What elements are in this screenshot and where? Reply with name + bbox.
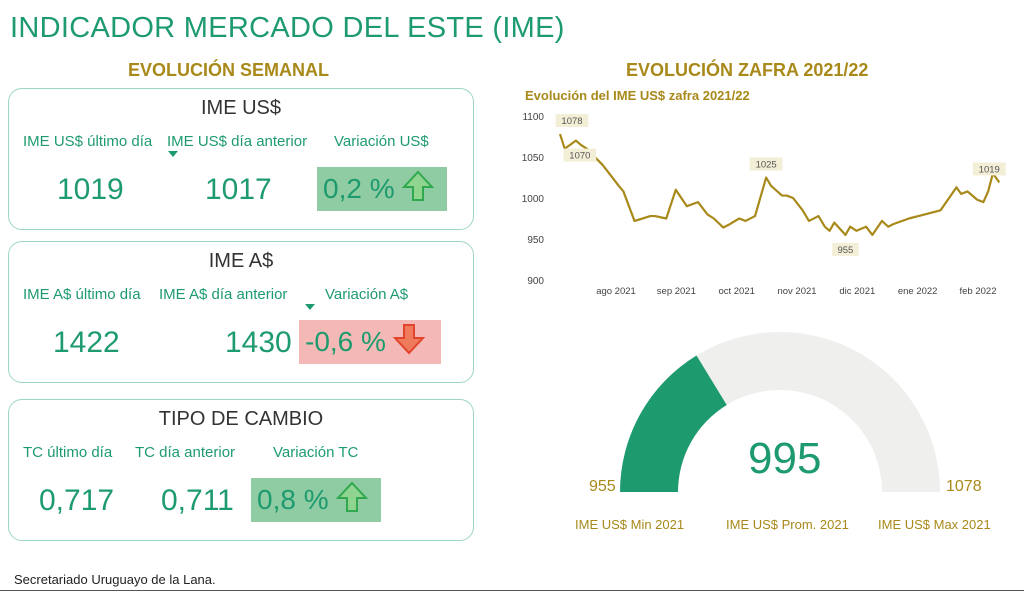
- x-tick-label-5: ene 2022: [898, 286, 938, 297]
- value-previous-day: 0,711: [161, 484, 234, 517]
- sort-indicator-icon[interactable]: [305, 304, 315, 310]
- label-last-day: IME A$ último día: [23, 286, 141, 303]
- section-title-weekly: EVOLUCIÓN SEMANAL: [128, 60, 330, 80]
- gauge-value: 995: [748, 434, 822, 483]
- value-previous-day: 1017: [205, 173, 272, 206]
- footer-divider: [0, 590, 1024, 591]
- data-label-0: 1078: [561, 116, 582, 127]
- card-title: TIPO DE CAMBIO: [158, 408, 324, 430]
- arrow-down-icon: [392, 322, 426, 363]
- page-title: INDICADOR MERCADO DEL ESTE (IME): [10, 12, 565, 44]
- gauge-chart: [620, 332, 940, 492]
- y-tick-label-0: 900: [527, 276, 544, 287]
- variation-value: 0,2 %: [323, 173, 395, 204]
- data-label-3: 955: [837, 245, 853, 256]
- card-exchange-rate: TIPO DE CAMBIO TC último día TC día ante…: [8, 399, 474, 541]
- variation-value: 0,8 %: [257, 484, 329, 515]
- label-variation: Variación US$: [334, 133, 429, 150]
- label-last-day: TC último día: [23, 444, 113, 461]
- data-label-bg-2: [749, 157, 783, 171]
- value-last-day: 1019: [57, 173, 124, 206]
- x-tick-label-3: nov 2021: [777, 286, 816, 297]
- variation-badge: 0,2 %: [317, 167, 447, 211]
- series-line: [558, 133, 1001, 236]
- card-ime-usd: IME US$ IME US$ último día IME US$ día a…: [8, 88, 474, 230]
- data-label-bg-3: [832, 242, 859, 256]
- gauge-min-value: 955: [589, 478, 616, 495]
- sort-indicator-icon[interactable]: [168, 151, 178, 157]
- value-last-day: 0,717: [39, 484, 115, 517]
- gauge-caption-max: IME US$ Max 2021: [878, 517, 991, 532]
- x-tick-label-0: ago 2021: [596, 286, 636, 297]
- arrow-up-icon: [401, 169, 435, 210]
- variation-badge: -0,6 %: [299, 320, 441, 364]
- data-label-bg-0: [555, 114, 589, 128]
- data-label-2: 1025: [756, 160, 777, 171]
- y-tick-label-4: 1100: [522, 112, 544, 123]
- y-tick-label-2: 1000: [522, 194, 545, 205]
- footer-source: Secretariado Uruguayo de la Lana.: [14, 572, 216, 587]
- label-variation: Variación A$: [325, 286, 409, 303]
- arrow-up-icon: [335, 480, 369, 521]
- data-label-bg-4: [972, 162, 1006, 176]
- section-title-season: EVOLUCIÓN ZAFRA 2021/22: [626, 60, 869, 80]
- gauge-max-value: 1078: [946, 478, 982, 495]
- value-last-day: 1422: [53, 326, 120, 359]
- label-previous-day: IME A$ día anterior: [159, 286, 288, 303]
- data-label-bg-1: [563, 148, 597, 162]
- data-label-4: 1019: [979, 164, 1000, 175]
- gauge-caption-avg: IME US$ Prom. 2021: [726, 517, 849, 532]
- gauge-caption-min: IME US$ Min 2021: [575, 517, 685, 532]
- card-ime-ars: IME A$ IME A$ último día IME A$ día ante…: [8, 241, 474, 383]
- label-last-day: IME US$ último día: [23, 133, 153, 150]
- label-previous-day: TC día anterior: [135, 444, 236, 461]
- x-tick-label-6: feb 2022: [960, 286, 997, 297]
- label-variation: Variación TC: [273, 444, 359, 461]
- variation-badge: 0,8 %: [251, 478, 381, 522]
- x-tick-label-4: dic 2021: [839, 286, 875, 297]
- y-tick-label-3: 1050: [522, 153, 545, 164]
- card-title: IME US$: [200, 97, 282, 119]
- label-previous-day: IME US$ día anterior: [167, 133, 308, 150]
- y-tick-label-1: 950: [527, 235, 544, 246]
- x-tick-label-2: oct 2021: [718, 286, 754, 297]
- chart-title: Evolución del IME US$ zafra 2021/22: [525, 88, 750, 103]
- gauge-fill: [620, 355, 727, 492]
- x-tick-label-1: sep 2021: [657, 286, 696, 297]
- variation-value: -0,6 %: [305, 326, 386, 357]
- data-label-1: 1070: [569, 151, 590, 162]
- line-chart: 900 950 1000 1050 1100 ago 2021 sep 2021 oct 20…: [522, 112, 1006, 297]
- card-title: IME A$: [208, 250, 274, 272]
- value-previous-day: 1430: [225, 326, 292, 359]
